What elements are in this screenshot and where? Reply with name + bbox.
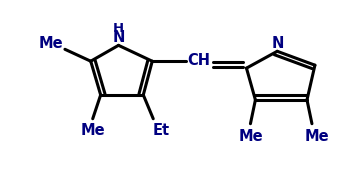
Text: CH: CH [187, 53, 211, 68]
Text: Et: Et [152, 123, 170, 138]
Text: H: H [113, 22, 124, 35]
Text: N: N [272, 36, 284, 51]
Text: Me: Me [39, 36, 64, 51]
Text: Me: Me [305, 129, 329, 144]
Text: Me: Me [81, 123, 105, 138]
Text: N: N [112, 30, 125, 45]
Text: Me: Me [238, 129, 263, 144]
